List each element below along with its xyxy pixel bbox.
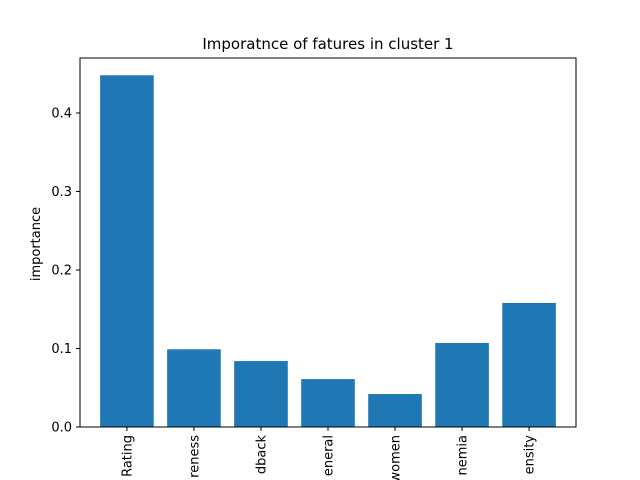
- x-ticks-group: Rating reness dback eneral women nemia ensity: [120, 427, 538, 480]
- x-tick-label: eneral: [322, 435, 337, 476]
- bar-ensity: [502, 302, 556, 427]
- x-tick-label: reness: [187, 435, 202, 478]
- bar-women: [368, 394, 422, 427]
- axes-frame: [79, 57, 577, 428]
- x-tick-label: nemia: [456, 435, 471, 475]
- y-tick-label: 0.3: [51, 185, 72, 200]
- bars-group: [100, 75, 556, 428]
- y-tick-label: 0.1: [51, 342, 72, 357]
- y-tick-label: 0.2: [51, 263, 72, 278]
- x-tick-label: women: [389, 435, 404, 480]
- y-ticks-group: 0.0 0.1 0.2 0.3 0.4: [51, 106, 80, 436]
- y-tick-label: 0.0: [51, 421, 72, 436]
- x-tick-label: ensity: [523, 435, 538, 475]
- bar-reness: [167, 349, 221, 427]
- bar-rating: [100, 75, 154, 428]
- y-axis-label: importance: [29, 207, 44, 281]
- bar-eneral: [301, 379, 355, 427]
- x-tick-label: Rating: [120, 435, 135, 477]
- bar-nemia: [435, 342, 489, 427]
- y-tick-label: 0.4: [51, 106, 72, 121]
- x-tick-label: dback: [254, 435, 269, 475]
- bar-dback: [234, 361, 288, 427]
- chart-title: Imporatnce of fatures in cluster 1: [202, 35, 453, 53]
